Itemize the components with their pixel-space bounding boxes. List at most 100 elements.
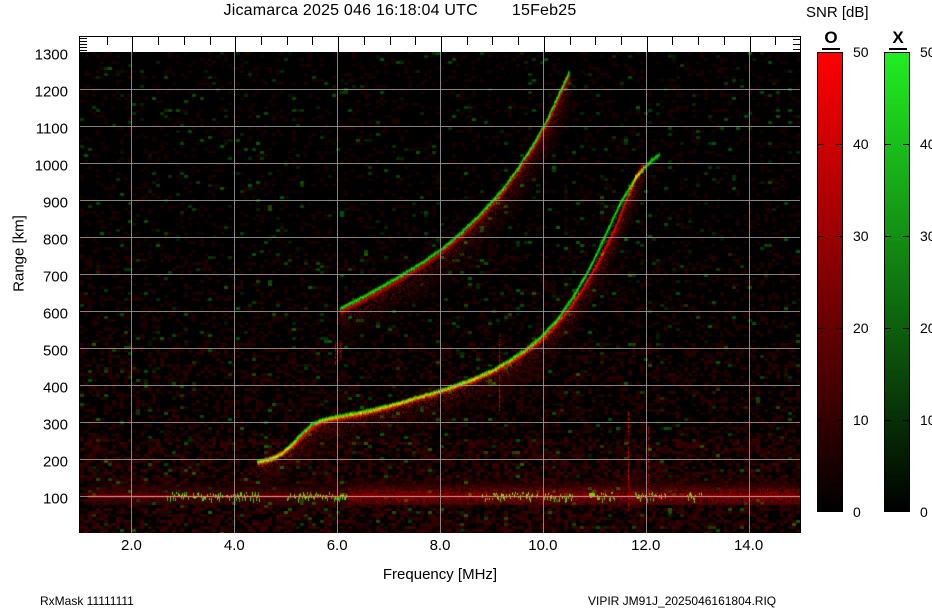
colorbar-tick-label: 0 (920, 504, 928, 520)
axis-tick-top (441, 37, 442, 53)
colorbar-tick (884, 144, 891, 145)
colorbar-x-mode[interactable] (884, 52, 910, 512)
x-tick-label: 4.0 (223, 537, 245, 554)
axis-tick-top (646, 37, 648, 53)
y-tick-label: 200 (42, 453, 68, 471)
colorbar-tick (903, 328, 910, 329)
axis-tick-top-minor (415, 37, 417, 45)
gridline-vertical (645, 52, 647, 533)
colorbar-tick-label: 20 (920, 320, 932, 336)
colorbar-title: SNR [dB] (806, 4, 869, 21)
x-tick-label: 2.0 (120, 537, 142, 554)
colorbar-tick (903, 420, 910, 421)
colorbar-tick (817, 328, 824, 329)
axis-tick-top-minor (106, 37, 108, 45)
colorbar-o-letter: O (824, 28, 838, 47)
colorbar-tick-label: 50 (920, 44, 932, 60)
y-tick-label: 300 (42, 416, 68, 434)
axis-tick-top-minor (261, 37, 262, 45)
axis-tick-top (543, 37, 545, 53)
colorbar-tick-label: 0 (853, 504, 861, 520)
gridline-vertical (131, 52, 133, 533)
colorbar-x-letter: X (892, 28, 904, 47)
colorbar-tick-label: 40 (920, 136, 932, 152)
axis-tick-top-minor (466, 37, 468, 45)
colorbar-tick (836, 420, 843, 421)
colorbar-tick (817, 236, 824, 237)
axis-tick-top-minor (518, 37, 520, 45)
colorbar-tick (903, 236, 910, 237)
y-tick-label: 1300 (34, 46, 68, 64)
axis-tick-top-minor (389, 37, 391, 45)
axis-tick-right (793, 44, 800, 45)
axis-tick-top-minor (312, 37, 314, 45)
axis-tick-top-minor (569, 37, 571, 45)
x-tick-label: 12.0 (631, 537, 661, 554)
axis-tick-top (749, 37, 751, 53)
axis-tick-top (338, 37, 340, 53)
y-tick-label: 1000 (34, 157, 68, 175)
axis-tick-top-minor (698, 37, 700, 45)
x-tick-label: 8.0 (429, 537, 451, 554)
colorbar-tick-label: 10 (853, 412, 869, 428)
title-date: 15Feb25 (511, 2, 577, 19)
x-tick-label: 14.0 (733, 537, 764, 554)
x-tick-label: 10.0 (528, 537, 558, 554)
axis-tick-left-strip (80, 47, 87, 48)
axis-tick-top (132, 37, 134, 53)
ionogram-canvas[interactable] (80, 52, 800, 533)
axis-tick-top-minor (492, 37, 494, 45)
axis-tick-top-minor (286, 37, 288, 45)
colorbar-o-ticks (817, 52, 843, 512)
colorbar-tick-label: 50 (853, 44, 869, 60)
gridline-vertical (542, 52, 544, 533)
axis-tick-right (793, 39, 800, 40)
axis-tick-left-strip (80, 50, 87, 51)
gridline-vertical (748, 52, 750, 533)
axis-tick-left-strip (80, 38, 87, 39)
colorbar-x-ticks (884, 52, 910, 512)
colorbar-o-mode[interactable] (817, 52, 843, 512)
colorbar-tick (817, 144, 824, 145)
axis-tick-top-minor (672, 37, 674, 45)
y-tick-label: 800 (42, 231, 68, 249)
colorbar-o-tick-labels: 0 10 20 30 40 50 (849, 44, 879, 520)
x-tick-label: 6.0 (326, 537, 348, 554)
y-tick-label: 500 (42, 342, 68, 360)
colorbar-tick-label: 20 (853, 320, 869, 336)
axis-tick-top-minor (158, 37, 160, 45)
plot-gridlines (80, 52, 800, 533)
y-axis-tick-labels: 100 200 300 400 500 600 700 800 900 1000 1100 1200 1… (0, 36, 74, 533)
colorbar-tick (884, 236, 891, 237)
gridline-vertical (337, 52, 339, 533)
colorbar-x-tick-labels: 0 10 20 30 40 50 (916, 44, 932, 520)
colorbar-tick-label: 10 (920, 412, 932, 428)
footer-rxmask: RxMask 11111111 (40, 594, 134, 608)
colorbar-o-header: O (817, 28, 845, 50)
gridline-vertical (234, 52, 236, 533)
colorbar-tick (817, 420, 824, 421)
colorbar-tick-label: 30 (853, 228, 869, 244)
axis-tick-top (235, 37, 237, 53)
axis-tick-top-minor (363, 37, 365, 45)
axis-tick-top-minor (723, 37, 725, 45)
colorbar-tick (836, 236, 843, 237)
axis-tick-top-minor (209, 37, 211, 45)
x-axis-title: Frequency [MHz] (382, 566, 498, 583)
colorbar-tick-label: 30 (920, 228, 932, 244)
colorbar-tick (903, 144, 910, 145)
x-axis-tick-labels: 2.0 4.0 6.0 8.0 10.0 12.0 14.0 (79, 537, 801, 561)
y-tick-label: 400 (42, 379, 68, 397)
y-tick-label: 1200 (34, 83, 68, 101)
y-tick-label: 100 (42, 490, 68, 508)
colorbar-tick (836, 328, 843, 329)
colorbar-tick (884, 328, 891, 329)
y-tick-label: 1100 (35, 120, 68, 138)
axis-tick-top-minor (595, 37, 597, 45)
y-tick-label: 900 (42, 194, 68, 212)
axis-tick-top-minor (621, 37, 622, 45)
gridline-vertical (440, 52, 441, 533)
axis-tick-left-strip (80, 44, 87, 45)
footer-filename: VIPIR JM91J_2025046161804.RIQ (588, 594, 777, 608)
axis-tick-top-minor (775, 37, 777, 45)
